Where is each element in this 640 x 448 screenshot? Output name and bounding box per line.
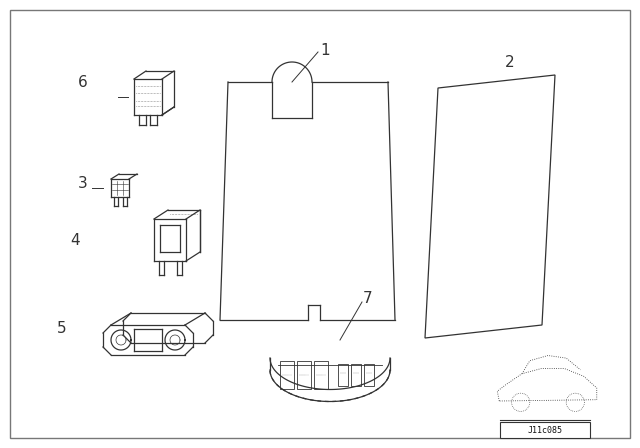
Text: 1: 1 bbox=[320, 43, 330, 57]
Bar bbox=[364, 364, 374, 386]
Bar bbox=[351, 364, 361, 386]
Bar bbox=[314, 361, 328, 389]
Bar bbox=[297, 361, 311, 389]
Bar bbox=[500, 422, 590, 438]
Text: J11c085: J11c085 bbox=[527, 426, 563, 435]
Text: 3: 3 bbox=[78, 176, 88, 190]
Text: 6: 6 bbox=[78, 74, 88, 90]
Text: 5: 5 bbox=[57, 320, 67, 336]
Text: 7: 7 bbox=[363, 290, 373, 306]
Text: 4: 4 bbox=[70, 233, 80, 247]
Bar bbox=[280, 361, 294, 389]
Bar bbox=[338, 364, 348, 386]
Text: 2: 2 bbox=[505, 55, 515, 69]
